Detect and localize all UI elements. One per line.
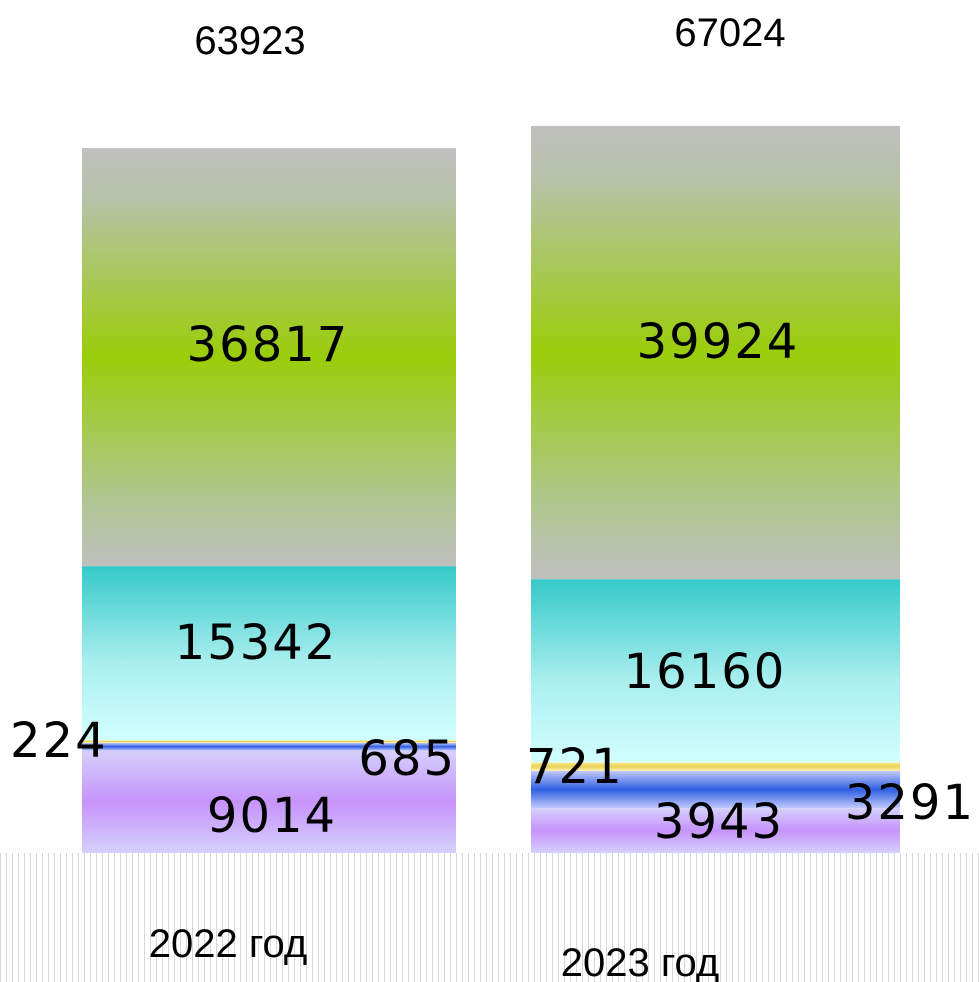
floor-hatch — [0, 853, 979, 982]
data-label-cyan-2: 16160 — [624, 644, 787, 700]
bar-segment-yellow-2 — [531, 762, 900, 771]
bar-segment-blue-2 — [531, 770, 900, 809]
bar-segment-green-2 — [531, 125, 900, 580]
total-label-1: 63923 — [194, 19, 305, 63]
bar-segment-green-1 — [82, 148, 456, 567]
total-label-2: 67024 — [674, 11, 785, 55]
data-label-blue-1: 685 — [358, 731, 456, 787]
bar-segment-cyan-2 — [531, 579, 900, 763]
data-label-purple-2: 3943 — [654, 794, 784, 850]
category-label-2: 2023 год — [561, 941, 720, 982]
data-label-blue-2: 3291 — [845, 775, 975, 831]
bar-segment-purple-2 — [531, 808, 900, 853]
bar-segment-purple-1 — [82, 750, 456, 853]
bar-segment-blue-1 — [82, 742, 456, 751]
bars-layer — [82, 125, 900, 853]
data-label-yellow-1: 224 — [10, 713, 108, 769]
data-label-cyan-1: 15342 — [175, 615, 338, 671]
labels-layer: 9014 685 224 15342 36817 63923 2022 год 3943 329… — [10, 11, 975, 982]
bar-segment-yellow-1 — [82, 740, 456, 743]
data-label-green-1: 36817 — [187, 317, 350, 373]
data-label-yellow-2: 721 — [526, 739, 624, 795]
data-label-purple-1: 9014 — [207, 788, 337, 844]
data-label-green-2: 39924 — [637, 314, 800, 370]
bar-segment-cyan-1 — [82, 566, 456, 741]
category-label-1: 2022 год — [149, 922, 308, 966]
